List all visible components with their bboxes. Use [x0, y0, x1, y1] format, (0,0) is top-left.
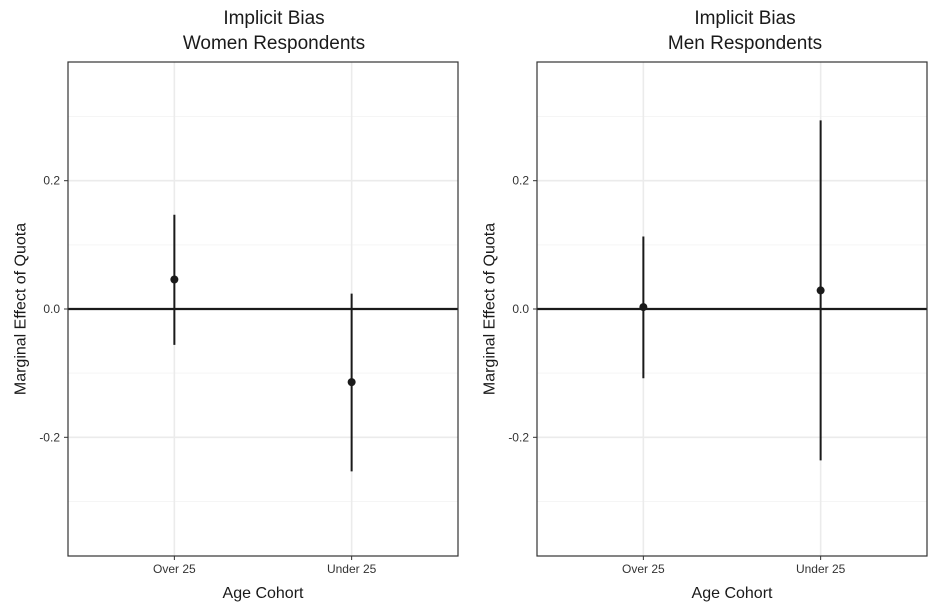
y-tick-label: 0.0 — [43, 302, 60, 316]
x-tick-label: Over 25 — [153, 562, 196, 576]
y-tick-label: 0.2 — [43, 174, 60, 188]
y-tick-label: -0.2 — [39, 430, 60, 444]
chart-title-line: Women Respondents — [183, 33, 365, 54]
x-tick-label: Over 25 — [622, 562, 665, 576]
chart-title-line: Implicit Bias — [694, 8, 795, 29]
x-axis-title: Age Cohort — [692, 585, 773, 602]
chart-title-line: Implicit Bias — [223, 8, 324, 29]
data-point — [639, 303, 648, 312]
data-point — [816, 286, 825, 295]
y-axis-title: Marginal Effect of Quota — [13, 223, 30, 395]
chart-panel-2: -0.2 0.0 0.2 Over 25 Under 25 Implicit Bias Me… — [482, 8, 928, 602]
y-axis-title: Marginal Effect of Quota — [482, 223, 499, 395]
x-tick-label: Under 25 — [796, 562, 846, 576]
y-tick-label: -0.2 — [508, 430, 529, 444]
y-tick-label: 0.0 — [512, 302, 529, 316]
data-point — [170, 275, 179, 284]
x-axis-title: Age Cohort — [223, 585, 304, 602]
chart-title-line: Men Respondents — [668, 33, 822, 54]
x-tick-label: Under 25 — [327, 562, 377, 576]
chart-panel-1: -0.2 0.0 0.2 Over 25 Under 25 Implicit Bias Wo… — [13, 8, 459, 602]
data-point — [347, 378, 356, 387]
y-tick-label: 0.2 — [512, 174, 529, 188]
